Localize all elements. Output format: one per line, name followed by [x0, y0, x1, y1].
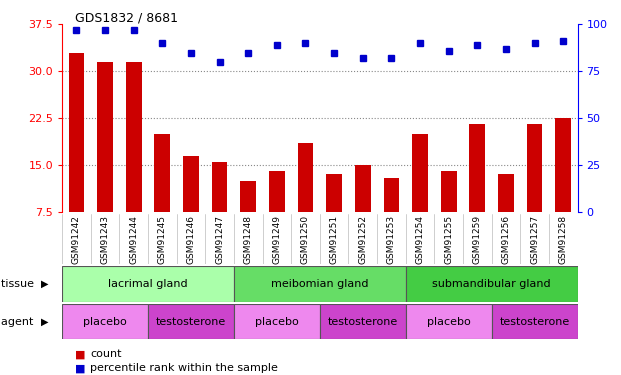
Text: GSM91259: GSM91259: [473, 215, 482, 264]
Bar: [297, 143, 314, 212]
Text: placebo: placebo: [427, 316, 471, 327]
Bar: [155, 134, 170, 212]
Text: testosterone: testosterone: [499, 316, 569, 327]
Bar: [234, 266, 406, 302]
Bar: [320, 304, 406, 339]
Bar: [498, 174, 514, 212]
Bar: [269, 171, 285, 212]
Text: GSM91249: GSM91249: [273, 215, 281, 264]
Bar: [240, 181, 256, 212]
Bar: [469, 124, 485, 212]
Bar: [183, 156, 199, 212]
Text: placebo: placebo: [255, 316, 299, 327]
Text: GSM91247: GSM91247: [215, 215, 224, 264]
Bar: [97, 62, 113, 212]
Text: GSM91253: GSM91253: [387, 215, 396, 264]
Text: GSM91258: GSM91258: [559, 215, 568, 264]
Bar: [126, 62, 142, 212]
Bar: [555, 118, 571, 212]
Bar: [406, 304, 492, 339]
Bar: [212, 162, 227, 212]
Text: GSM91257: GSM91257: [530, 215, 539, 264]
Text: count: count: [90, 350, 122, 359]
Text: ▶: ▶: [41, 279, 48, 289]
Bar: [355, 165, 371, 212]
Text: percentile rank within the sample: percentile rank within the sample: [90, 363, 278, 373]
Bar: [326, 174, 342, 212]
Bar: [412, 134, 428, 212]
Text: ■: ■: [75, 363, 89, 373]
Bar: [148, 304, 234, 339]
Text: lacrimal gland: lacrimal gland: [108, 279, 188, 289]
Bar: [441, 171, 456, 212]
Text: tissue: tissue: [1, 279, 37, 289]
Text: GSM91245: GSM91245: [158, 215, 167, 264]
Text: GSM91255: GSM91255: [444, 215, 453, 264]
Text: GSM91252: GSM91252: [358, 215, 367, 264]
Text: submandibular gland: submandibular gland: [432, 279, 551, 289]
Bar: [62, 266, 234, 302]
Bar: [68, 53, 84, 212]
Text: placebo: placebo: [83, 316, 127, 327]
Text: GSM91254: GSM91254: [415, 215, 425, 264]
Text: agent: agent: [1, 316, 37, 327]
Bar: [234, 304, 320, 339]
Bar: [384, 177, 399, 212]
Text: GSM91256: GSM91256: [501, 215, 510, 264]
Text: testosterone: testosterone: [328, 316, 398, 327]
Text: GSM91244: GSM91244: [129, 215, 138, 264]
Bar: [62, 304, 148, 339]
Text: ■: ■: [75, 350, 89, 359]
Bar: [527, 124, 543, 212]
Text: GSM91242: GSM91242: [72, 215, 81, 264]
Text: ▶: ▶: [41, 316, 48, 327]
Text: GSM91251: GSM91251: [330, 215, 338, 264]
Text: GSM91248: GSM91248: [243, 215, 253, 264]
Bar: [406, 266, 578, 302]
Text: GSM91250: GSM91250: [301, 215, 310, 264]
Text: GDS1832 / 8681: GDS1832 / 8681: [75, 11, 178, 24]
Text: GSM91246: GSM91246: [186, 215, 196, 264]
Text: GSM91243: GSM91243: [101, 215, 109, 264]
Bar: [492, 304, 578, 339]
Text: meibomian gland: meibomian gland: [271, 279, 369, 289]
Text: testosterone: testosterone: [156, 316, 226, 327]
